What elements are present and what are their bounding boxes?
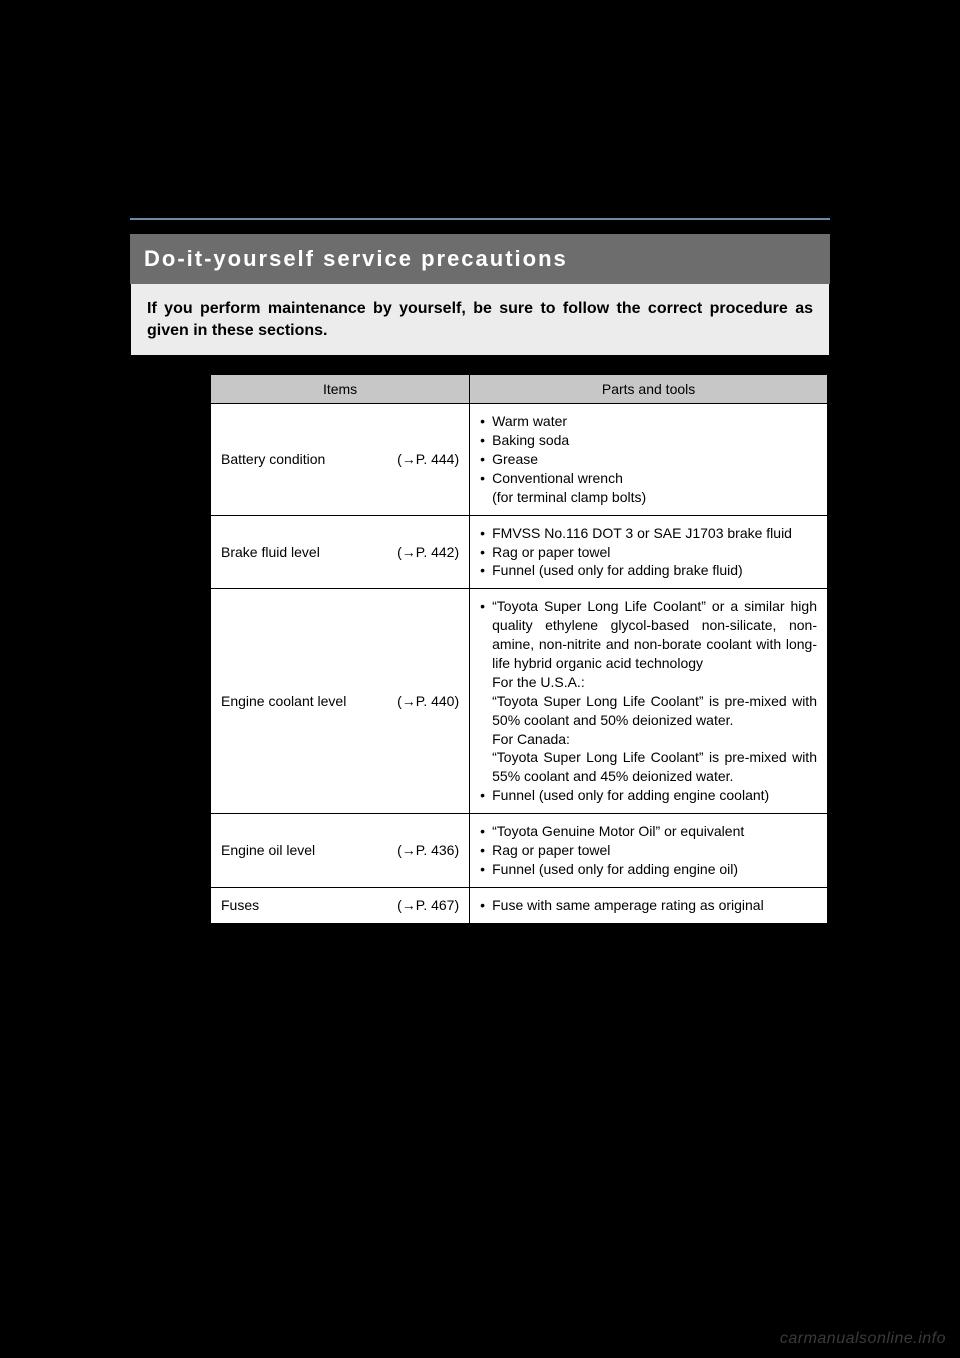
maintenance-table: Items Parts and tools Battery condition (…: [210, 374, 828, 923]
tool-line: FMVSS No.116 DOT 3 or SAE J1703 brake fl…: [480, 524, 817, 543]
tool-line: For the U.S.A.:: [480, 673, 817, 692]
tools-cell: “Toyota Genuine Motor Oil” or equivalent…: [470, 814, 828, 888]
item-name: Brake fluid level: [221, 544, 320, 560]
intro-text: If you perform maintenance by yourself, …: [147, 300, 813, 339]
tools-cell: Fuse with same amperage rating as origin…: [470, 887, 828, 923]
tool-line: Funnel (used only for adding engine oil): [480, 860, 817, 879]
top-rule: [130, 218, 830, 220]
header-items: Items: [211, 375, 470, 404]
page-ref: (→P. 442): [397, 544, 459, 560]
page-ref: (→P. 436): [397, 842, 459, 858]
tool-line: “Toyota Super Long Life Coolant” is pre-…: [480, 692, 817, 730]
page-ref: (→P. 444): [397, 451, 459, 467]
table-header-row: Items Parts and tools: [211, 375, 828, 404]
tool-line: (for terminal clamp bolts): [480, 488, 817, 507]
header-tools: Parts and tools: [470, 375, 828, 404]
page-ref: (→P. 440): [397, 693, 459, 709]
table-row: Battery condition (→P. 444) Warm waterBaki…: [211, 404, 828, 515]
table-row: Fuses (→P. 467) Fuse with same amperage ra…: [211, 887, 828, 923]
tool-line: For Canada:: [480, 730, 817, 749]
tool-line: Rag or paper towel: [480, 841, 817, 860]
tool-line: Fuse with same amperage rating as origin…: [480, 896, 817, 915]
tool-line: Rag or paper towel: [480, 543, 817, 562]
table-row: Brake fluid level (→P. 442) FMVSS No.116 D…: [211, 515, 828, 589]
tool-line: “Toyota Super Long Life Coolant” is pre-…: [480, 748, 817, 786]
item-cell: Brake fluid level (→P. 442): [211, 515, 470, 589]
item-name: Engine oil level: [221, 842, 315, 858]
tool-line: “Toyota Genuine Motor Oil” or equivalent: [480, 822, 817, 841]
tool-line: Grease: [480, 450, 817, 469]
tools-cell: Warm waterBaking sodaGreaseConventional …: [470, 404, 828, 515]
tool-line: Funnel (used only for adding brake fluid…: [480, 561, 817, 580]
tool-line: Conventional wrench: [480, 469, 817, 488]
tool-line: Funnel (used only for adding engine cool…: [480, 786, 817, 805]
table-row: Engine coolant level (→P. 440) “Toyota Sup…: [211, 589, 828, 814]
item-cell: Battery condition (→P. 444): [211, 404, 470, 515]
item-cell: Fuses (→P. 467): [211, 887, 470, 923]
tool-line: “Toyota Super Long Life Coolant” or a si…: [480, 597, 817, 673]
watermark: carmanualsonline.info: [780, 1330, 946, 1348]
section-title-bar: Do-it-yourself service precautions: [130, 234, 830, 284]
item-cell: Engine oil level (→P. 436): [211, 814, 470, 888]
tools-cell: FMVSS No.116 DOT 3 or SAE J1703 brake fl…: [470, 515, 828, 589]
item-cell: Engine coolant level (→P. 440): [211, 589, 470, 814]
item-name: Battery condition: [221, 451, 325, 467]
intro-box: If you perform maintenance by yourself, …: [130, 284, 830, 356]
item-name: Fuses: [221, 897, 259, 913]
tools-cell: “Toyota Super Long Life Coolant” or a si…: [470, 589, 828, 814]
page-ref: (→P. 467): [397, 897, 459, 913]
maintenance-table-wrap: Items Parts and tools Battery condition (…: [210, 374, 828, 923]
section-title: Do-it-yourself service precautions: [144, 246, 568, 271]
item-name: Engine coolant level: [221, 693, 346, 709]
manual-page: Do-it-yourself service precautions If yo…: [130, 218, 830, 924]
table-row: Engine oil level (→P. 436) “Toyota Genuine…: [211, 814, 828, 888]
tool-line: Baking soda: [480, 431, 817, 450]
tool-line: Warm water: [480, 412, 817, 431]
